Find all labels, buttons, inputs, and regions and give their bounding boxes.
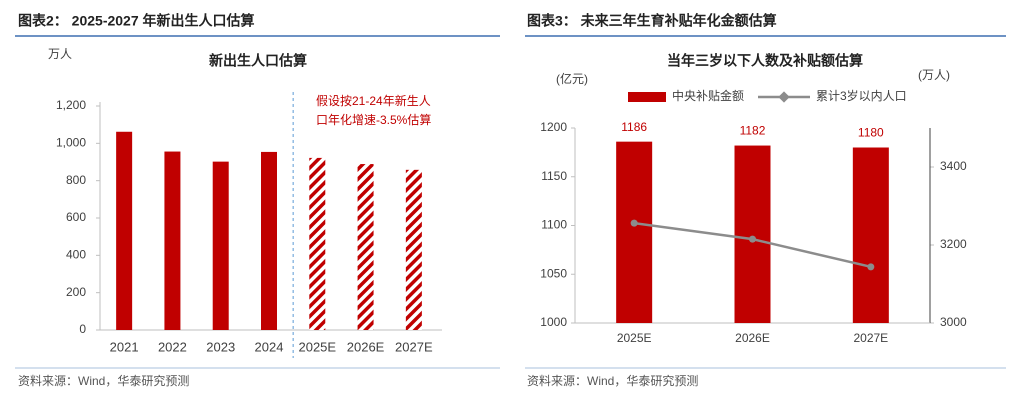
x-tick-label: 2027E — [395, 339, 433, 354]
source: 资料来源：Wind，华泰研究预测 — [527, 373, 698, 388]
x-tick-label: 2027E — [853, 331, 888, 345]
y-tick-label: 400 — [66, 248, 86, 262]
chart-title: 当年三岁以下人数及补贴额估算 — [667, 53, 863, 69]
bar — [734, 145, 771, 323]
y2-tick-label: 3200 — [940, 237, 967, 251]
bar — [852, 147, 889, 323]
bar — [405, 169, 422, 330]
bar — [357, 164, 374, 330]
legend-swatch — [628, 92, 666, 102]
figure-caption: 图表3： 未来三年生育补贴年化金额估算 — [527, 13, 777, 29]
x-tick-label: 2025E — [617, 331, 652, 345]
x-tick-label: 2026E — [735, 331, 770, 345]
y-tick-label: 600 — [66, 210, 86, 224]
source: 资料来源：Wind，华泰研究预测 — [18, 373, 189, 388]
y-unit: 万人 — [48, 47, 72, 61]
bar — [309, 157, 326, 330]
y2-unit: (万人) — [918, 68, 950, 82]
data-label: 1186 — [621, 120, 647, 134]
y-tick-label: 1150 — [541, 169, 567, 183]
line-point — [867, 263, 875, 271]
y-tick-label: 1,200 — [56, 98, 86, 112]
bar — [164, 151, 181, 330]
x-tick-label: 2026E — [347, 339, 385, 354]
bar — [261, 151, 277, 330]
y-tick-label: 1100 — [541, 218, 567, 232]
legend-label: 中央补贴金额 — [672, 88, 744, 103]
data-label: 1180 — [858, 126, 884, 140]
y-tick-label: 200 — [66, 285, 86, 299]
y-unit: (亿元) — [556, 71, 588, 86]
x-tick-label: 2024 — [255, 339, 284, 354]
bar — [616, 141, 653, 323]
y2-tick-label: 3400 — [940, 159, 967, 173]
bar — [212, 161, 229, 330]
line-point — [630, 219, 638, 227]
x-tick-label: 2021 — [110, 339, 139, 354]
legend-label: 累计3岁以内人口 — [816, 88, 907, 103]
y2-tick-label: 3000 — [940, 315, 967, 329]
y-tick-label: 1050 — [540, 266, 567, 280]
chart-title: 新出生人口估算 — [209, 53, 307, 69]
annotation: 口年化增速-3.5%估算 — [316, 112, 431, 127]
y-tick-label: 0 — [79, 322, 86, 336]
x-tick-label: 2023 — [206, 339, 235, 354]
y-tick-label: 800 — [66, 173, 86, 187]
x-tick-label: 2022 — [158, 339, 187, 354]
annotation: 假设按21-24年新生人 — [316, 93, 431, 108]
y-tick-label: 1000 — [540, 315, 567, 329]
line-point — [749, 235, 756, 243]
x-tick-label: 2025E — [298, 339, 336, 354]
figure-caption: 图表2： 2025-2027 年新出生人口估算 — [18, 13, 255, 29]
y-tick-label: 1200 — [540, 120, 567, 134]
bar — [116, 131, 133, 330]
data-label: 1182 — [740, 124, 766, 138]
y-tick-label: 1,000 — [56, 136, 86, 150]
